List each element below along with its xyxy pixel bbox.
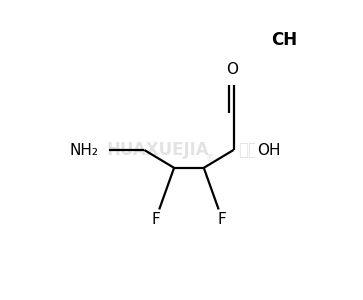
Text: F: F bbox=[152, 212, 160, 227]
Text: F: F bbox=[217, 212, 226, 227]
Text: NH₂: NH₂ bbox=[69, 142, 98, 158]
Text: O: O bbox=[226, 62, 238, 77]
Text: 化学加: 化学加 bbox=[238, 141, 268, 159]
Text: HUAXUEJIA: HUAXUEJIA bbox=[106, 141, 209, 159]
Text: O: O bbox=[226, 62, 238, 77]
Text: ®: ® bbox=[205, 154, 214, 164]
Text: F: F bbox=[217, 212, 226, 227]
Text: OH: OH bbox=[257, 142, 281, 158]
Text: F: F bbox=[152, 212, 160, 227]
Text: NH₂: NH₂ bbox=[69, 142, 98, 158]
Text: OH: OH bbox=[257, 142, 281, 158]
Text: CH: CH bbox=[271, 31, 297, 49]
